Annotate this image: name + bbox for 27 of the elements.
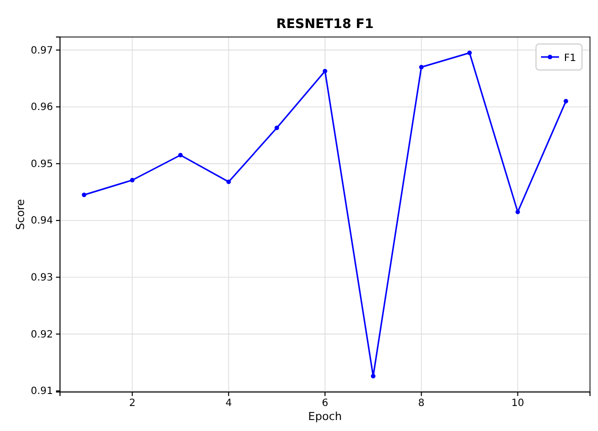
legend-label: F1 bbox=[564, 53, 576, 64]
chart-title: RESNET18 F1 bbox=[276, 17, 374, 32]
y-tick-label: 0.92 bbox=[30, 329, 53, 340]
x-tick-label: 4 bbox=[225, 398, 232, 410]
point bbox=[419, 64, 424, 70]
point bbox=[274, 126, 280, 130]
y-tick-label: 0.97 bbox=[30, 45, 53, 56]
point bbox=[82, 192, 86, 198]
point bbox=[130, 178, 135, 182]
y-tick-label: 0.96 bbox=[30, 102, 53, 114]
point bbox=[515, 210, 520, 214]
x-tick-label: 6 bbox=[322, 398, 328, 410]
x-tick-label: 8 bbox=[418, 398, 425, 410]
x-tick-label: 10 bbox=[511, 398, 524, 410]
y-tick-label: 0.95 bbox=[30, 158, 53, 170]
point bbox=[178, 152, 183, 158]
point bbox=[370, 374, 376, 378]
y-tick-label: 0.94 bbox=[30, 216, 53, 227]
point bbox=[564, 98, 568, 104]
x-axis-title: Epoch bbox=[308, 410, 342, 423]
point bbox=[322, 68, 328, 74]
point bbox=[226, 180, 231, 184]
point bbox=[467, 50, 472, 56]
y-axis-title: Score bbox=[14, 198, 27, 230]
y-tick-label: 0.91 bbox=[30, 386, 53, 398]
x-tick-label: 2 bbox=[129, 398, 136, 410]
y-tick-label: 0.93 bbox=[30, 272, 53, 284]
